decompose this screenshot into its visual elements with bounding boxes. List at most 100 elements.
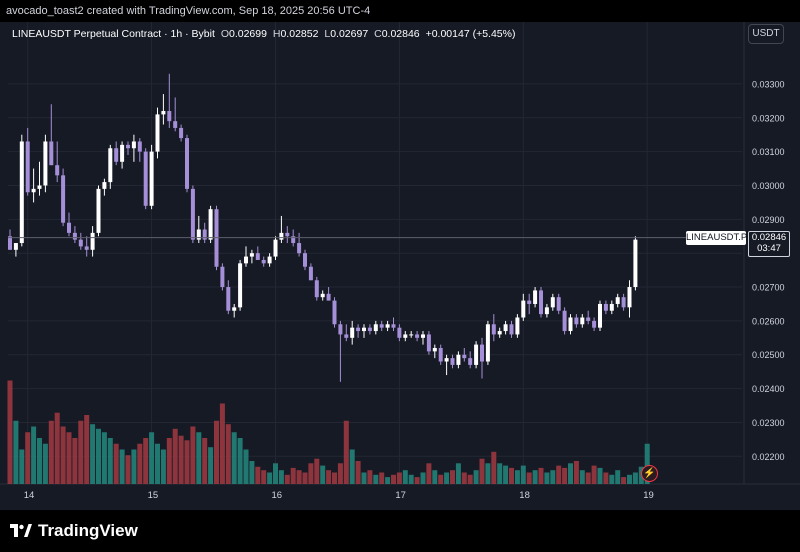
volume-bar xyxy=(214,420,219,484)
volume-bar xyxy=(609,474,615,484)
candle-body xyxy=(120,144,125,162)
volume-bar xyxy=(113,443,119,484)
symbol-price-tag: LINEAUSDT.P xyxy=(686,230,748,245)
last-price-value: 0.02846 xyxy=(751,231,787,243)
candle-body xyxy=(226,287,231,311)
y-tick-label: 0.02200 xyxy=(752,452,785,462)
tradingview-logo[interactable]: TradingView xyxy=(10,521,138,541)
volume-bar xyxy=(143,438,149,484)
candle-body xyxy=(155,114,160,152)
candle-body xyxy=(13,243,18,250)
candle-body xyxy=(55,165,60,176)
candle-body xyxy=(43,141,48,186)
volume-bar xyxy=(337,463,343,484)
candle-body xyxy=(173,121,178,128)
candle-body xyxy=(480,344,484,362)
candle-body xyxy=(232,307,237,311)
volume-bar xyxy=(597,467,603,484)
volume-bar xyxy=(190,426,196,484)
candle-body xyxy=(196,229,201,240)
volume-bar xyxy=(644,443,650,484)
candle-body xyxy=(149,151,154,206)
candle-body xyxy=(592,320,597,328)
candle-body xyxy=(220,266,225,288)
legend-change: +0.00147 (+5.45%) xyxy=(425,28,516,40)
volume-bar xyxy=(473,470,479,484)
x-tick-label: 14 xyxy=(24,490,35,501)
candle-body xyxy=(338,324,343,335)
volume-bar xyxy=(178,435,184,484)
volume-bar xyxy=(231,432,237,484)
x-tick-label: 15 xyxy=(148,490,159,501)
candle-body xyxy=(61,175,66,223)
volume-bar xyxy=(249,461,255,484)
volume-bar xyxy=(208,447,214,484)
volume-bar xyxy=(455,463,461,484)
candle-body xyxy=(291,236,296,244)
volume-bar xyxy=(202,438,208,484)
volume-bar xyxy=(373,474,379,484)
volume-bar xyxy=(503,465,509,484)
candle-body xyxy=(238,263,243,308)
price-chart[interactable]: 0.03300 0.03200 0.03100 0.03000 0.02900 0.028… xyxy=(0,22,800,510)
candle-body xyxy=(403,334,408,338)
volume-bar xyxy=(591,465,597,484)
volume-bar xyxy=(627,474,632,484)
legend-close-label: C xyxy=(374,28,382,40)
candle-body xyxy=(562,310,567,332)
candle-body xyxy=(344,334,349,338)
volume-bar xyxy=(78,420,84,484)
candle-body xyxy=(314,280,319,298)
volume-bar xyxy=(119,449,125,484)
volume-bar xyxy=(237,438,243,484)
candle-body xyxy=(521,300,526,318)
candle-body xyxy=(432,347,437,352)
candle-body xyxy=(491,324,496,335)
candle-body xyxy=(574,317,579,325)
candle-body xyxy=(261,259,266,264)
legend-open-label: O xyxy=(220,28,229,40)
volume-bar xyxy=(485,463,491,484)
legend-low-label: L xyxy=(324,28,331,40)
volume-bar xyxy=(562,467,568,484)
candle-body xyxy=(598,303,602,328)
volume-bar xyxy=(13,420,19,484)
volume-bar xyxy=(31,426,37,484)
candle-body xyxy=(550,297,555,308)
candle-body xyxy=(450,358,455,365)
candle-body xyxy=(444,358,449,362)
candle-body xyxy=(244,256,248,264)
candle-body xyxy=(72,232,77,240)
candle-body xyxy=(8,236,12,250)
volume-bar xyxy=(556,465,562,484)
volume-bar xyxy=(19,449,25,484)
volume-bar xyxy=(90,424,96,484)
candle-body xyxy=(356,327,361,332)
volume-bar xyxy=(290,467,296,484)
legend-high-label: H xyxy=(272,28,281,40)
x-tick-label: 16 xyxy=(272,490,283,501)
candle-body xyxy=(25,141,30,193)
chart-frame[interactable]: 0.03300 0.03200 0.03100 0.03000 0.02900 0.028… xyxy=(0,22,800,510)
volume-bar xyxy=(273,463,278,484)
candle-body xyxy=(373,324,378,332)
candle-body xyxy=(19,141,24,244)
candle-body xyxy=(326,293,331,301)
currency-button[interactable]: USDT xyxy=(748,24,784,44)
attribution-text: avocado_toast2 created with TradingView.… xyxy=(6,5,371,17)
volume-bar xyxy=(37,438,42,484)
logo-text: TradingView xyxy=(38,521,138,540)
lightning-icon[interactable]: ⚡ xyxy=(641,465,658,482)
volume-bar xyxy=(420,472,426,484)
volume-bar xyxy=(308,463,314,484)
volume-bar xyxy=(526,472,532,484)
volume-bar xyxy=(544,472,550,484)
candle-body xyxy=(67,222,71,233)
volume-bar xyxy=(497,463,503,484)
candle-body xyxy=(539,290,543,315)
candle-body xyxy=(96,188,101,233)
candle-body xyxy=(397,327,402,338)
volume-bar xyxy=(278,470,284,484)
ohlc-legend: LINEAUSDT Perpetual Contract · 1h · Bybi… xyxy=(12,28,518,40)
volume-bar xyxy=(96,428,101,484)
